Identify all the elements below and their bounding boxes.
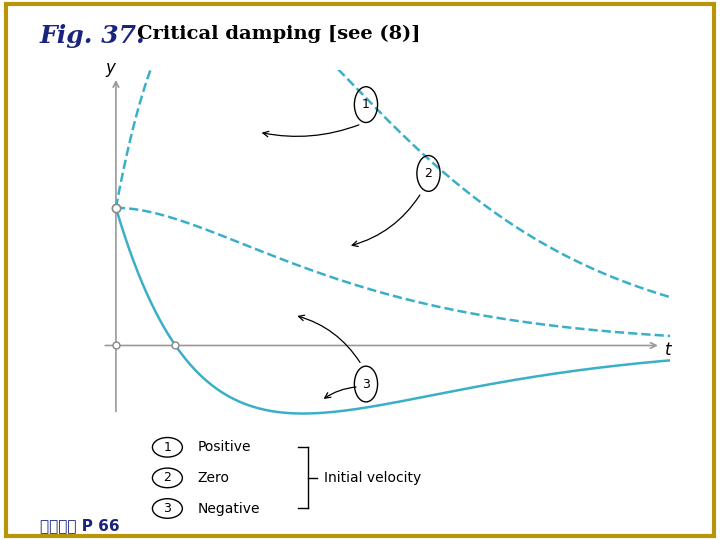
Text: 歐亞書局 P 66: 歐亞書局 P 66 (40, 518, 120, 534)
Text: 2: 2 (163, 471, 171, 484)
Text: 3: 3 (163, 502, 171, 515)
Text: Zero: Zero (198, 471, 230, 485)
Text: Initial velocity: Initial velocity (324, 471, 421, 485)
Text: 1: 1 (163, 441, 171, 454)
Text: Negative: Negative (198, 502, 261, 516)
Text: 2: 2 (425, 167, 433, 180)
Text: 1: 1 (362, 98, 370, 111)
Text: Positive: Positive (198, 440, 251, 454)
Text: y: y (106, 59, 115, 77)
Text: Critical damping [see (8)]: Critical damping [see (8)] (137, 24, 420, 43)
Text: t: t (665, 341, 672, 359)
Text: 3: 3 (362, 377, 370, 390)
Text: Fig. 37.: Fig. 37. (40, 24, 145, 48)
